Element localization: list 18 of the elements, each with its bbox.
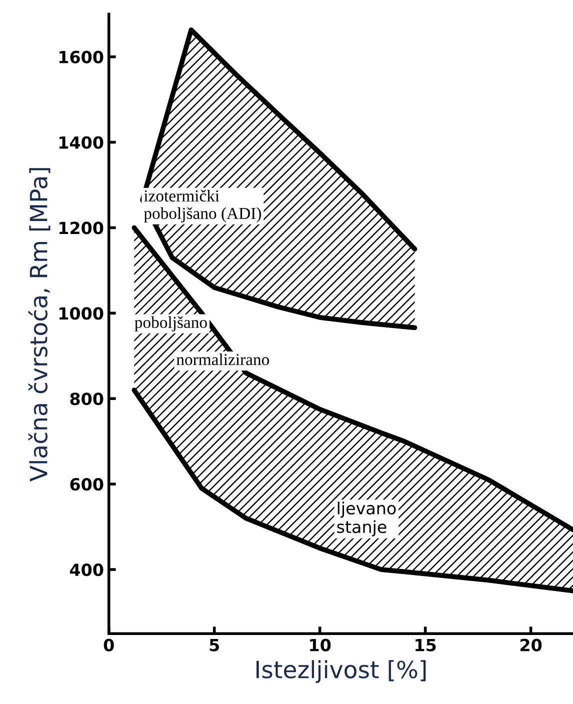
y-tick-label: 400 — [70, 563, 104, 576]
y-tick-label: 600 — [70, 478, 104, 491]
annotation: normalizirano — [176, 353, 270, 366]
x-tick-label: 20 — [520, 638, 542, 652]
x-tick-label: 15 — [416, 638, 436, 652]
x-tick-label: 10 — [310, 638, 331, 652]
annotation: ljevano stanje — [337, 502, 396, 536]
x-axis-title: Istezljivost [%] — [256, 660, 426, 683]
y-tick-label: 1200 — [60, 222, 104, 234]
x-tick-label: 0 — [104, 638, 114, 652]
annotation: poboljšano — [134, 316, 207, 332]
x-tick-label: 5 — [210, 638, 219, 652]
annotation: izotermički poboljšano (ADI) — [144, 190, 261, 222]
y-tick-label: 800 — [70, 392, 104, 406]
y-tick-label: 1400 — [60, 136, 104, 149]
y-axis-title: Vlačna čvrstoća, Rm [MPa] — [28, 168, 50, 482]
y-tick-label: 1600 — [60, 50, 104, 64]
y-tick-label: 1000 — [60, 307, 104, 320]
